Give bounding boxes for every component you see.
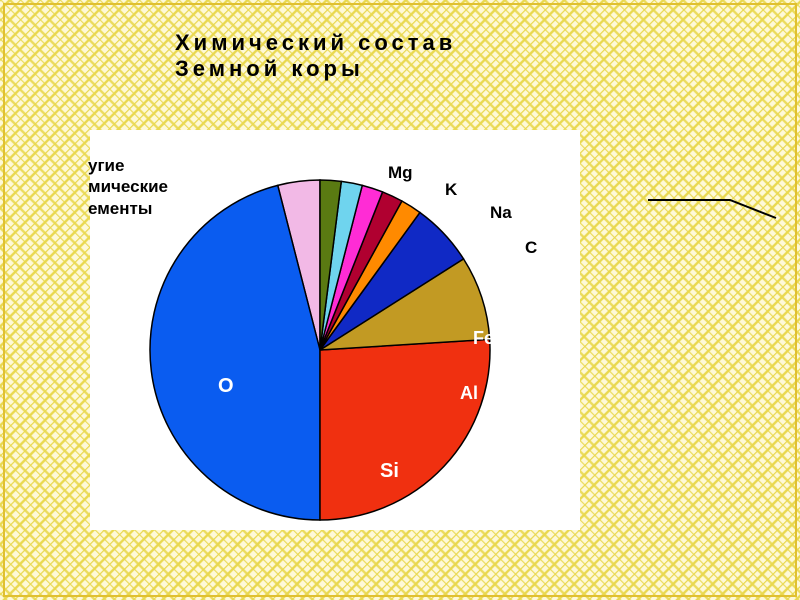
slide-stage: Химический состав Земной коры угие мичес…: [0, 0, 800, 600]
label-other-elements: угие мические ементы: [88, 155, 168, 219]
slice-label-O: O: [218, 375, 234, 398]
slice-label-Al: Al: [460, 383, 478, 404]
leader-line: [580, 130, 800, 530]
slice-label-Na: Na: [490, 203, 512, 223]
slice-label-Si: Si: [380, 460, 399, 483]
slice-label-Ca: C: [525, 238, 537, 258]
slice-label-Fe: Fe: [473, 328, 494, 349]
slice-label-Mg: Mg: [388, 163, 413, 183]
chart-title: Химический состав Земной коры: [175, 30, 456, 82]
chart-panel: угие мические ементы O Si Al Fe C Na K Mg: [90, 130, 580, 530]
pie-slice-Si: [320, 339, 490, 520]
slice-label-K: K: [445, 180, 457, 200]
